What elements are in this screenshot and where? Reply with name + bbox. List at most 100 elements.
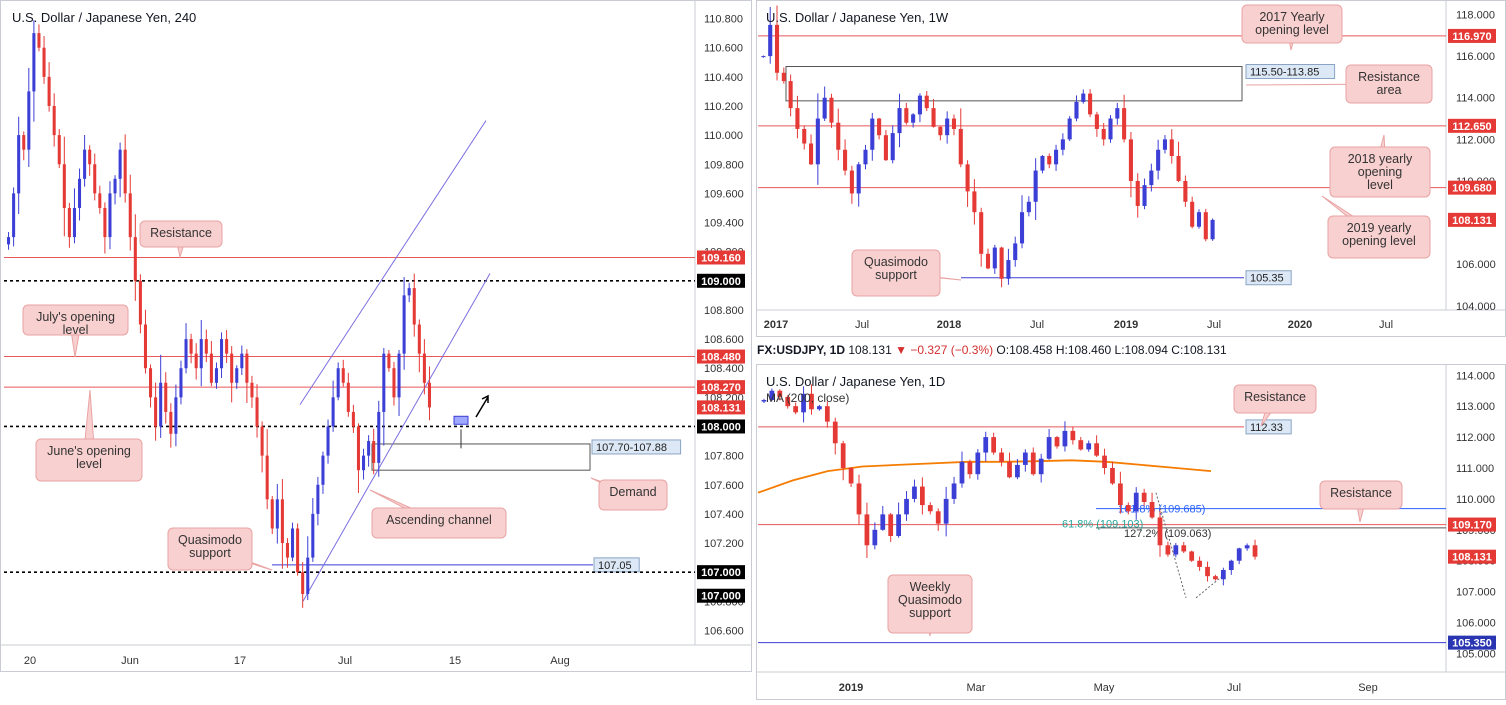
h4-candle [113,178,117,194]
d1-callout-weekly-qm-text: Quasimodo [898,593,962,607]
h4-callout-quasimodo-text: Quasimodo [178,533,242,547]
w1-level-label: 112.650 [1452,121,1491,133]
d1-candle [785,396,791,407]
d1-fib-161-label: 161.8% (109.685) [1118,504,1205,516]
w1-candle [1033,170,1038,202]
h4-candle [78,178,82,208]
h4-candle [296,528,300,573]
h4-candle [189,339,193,354]
w1-candle [870,118,875,150]
d1-candle [769,390,775,400]
h4-candle [270,499,274,529]
w1-y-tick: 116.000 [1456,51,1495,63]
w1-y-tick: 106.000 [1456,259,1496,271]
w1-level-label: 116.970 [1452,31,1491,43]
d1-candle [1038,458,1044,475]
w1-candle [849,170,854,194]
w1-callout-quasimodo-text: support [875,268,917,282]
d1-y-tick: 114.000 [1456,370,1495,382]
w1-current-price-label: 108.131 [1452,215,1492,227]
w1-quasimodo-label-bg [1245,270,1292,286]
h4-candle [42,47,46,77]
d1-ma-label: MA (200, close) [766,391,849,405]
d1-candle [1078,440,1084,450]
w1-candle [890,133,895,161]
w1-candle [1203,212,1208,240]
w1-resistance-area [785,66,1243,102]
w1-x-tick: Jul [1379,319,1393,331]
w1-x-tick: 2018 [937,319,961,331]
h4-candle [62,164,66,208]
h4-y-tick: 109.600 [704,188,744,200]
w1-candle [1088,93,1093,115]
h4-y-tick: 107.200 [704,538,744,550]
h4-quasimodo-label: 107.05 [598,560,632,572]
h4-candle [240,353,244,369]
w1-chart-panel: 118.000116.000114.000112.000110.000108.0… [756,0,1506,337]
w1-candle [877,118,882,136]
h4-candle [397,353,401,398]
h4-candle [88,149,92,165]
h4-candle [382,353,386,412]
h4-candle [67,207,71,238]
w1-candle [931,108,936,127]
w1-candle [829,97,834,123]
h4-candle [108,193,112,238]
d1-resistance-label-bg [1245,419,1292,435]
h4-y-tick: 110.000 [704,130,743,142]
w1-candle [904,108,909,123]
h4-candle [22,135,26,150]
h4-round-level-label-bg [697,565,745,580]
h4-demand-zone-label: 107.70-107.88 [596,442,667,454]
w1-candle [822,97,827,119]
h4-x-tick: 20 [24,655,36,667]
h4-candle [311,513,315,558]
h4-callout-july-open-text: level [63,323,89,337]
d1-title: U.S. Dollar / Japanese Yen, 1D [766,374,945,389]
h4-candle [32,33,36,92]
h4-candle [407,288,411,296]
w1-candle [1128,139,1133,181]
d1-candle [904,498,909,515]
w1-candle [1156,149,1161,171]
d1-candle [832,421,838,444]
w1-chart[interactable]: 118.000116.000114.000112.000110.000108.0… [756,0,1506,337]
w1-candle [999,247,1004,279]
w1-candle [1067,118,1072,140]
h4-target-marker [453,415,469,425]
d1-chart[interactable]: 114.000113.000112.000111.000110.000109.0… [756,364,1506,700]
h4-candle [214,368,218,383]
d1-candle [1228,560,1234,570]
h4-candle [17,135,21,194]
w1-callout-2017-text: 2017 Yearly [1259,10,1325,24]
h4-y-tick: 110.600 [704,43,743,55]
w1-candle [815,118,820,165]
d1-y-tick: 111.000 [1456,463,1494,475]
h4-callout-june-open-text: level [76,457,102,471]
h4-chart[interactable]: 110.800 110.600 110.400 110.200 110.000 109.8… [0,0,752,672]
d1-candle [801,393,806,413]
h4-candle [362,455,366,471]
w1-candle [1135,180,1140,206]
w1-candle [1060,139,1065,150]
w1-candle [795,108,800,129]
h4-round-level-label-bg [697,588,745,603]
d1-change: −0.327 (−0.3%) [910,343,994,357]
w1-candle [958,128,963,165]
h4-round-level-label: 107.000 [701,591,741,603]
w1-callout-2017-text: opening level [1255,23,1329,37]
h4-current-price-label-bg [697,400,745,415]
d1-candle [919,486,925,506]
d1-candle [983,437,989,453]
w1-candle [761,56,766,58]
d1-y-tick: 107.000 [1456,587,1496,599]
h4-candle [169,411,173,434]
w1-y-tick: 112.000 [1456,134,1495,146]
w1-x-tick: Jul [855,319,869,331]
h4-candle [220,339,224,369]
h4-y-tick: 110.200 [704,101,743,113]
w1-candle [951,118,957,129]
